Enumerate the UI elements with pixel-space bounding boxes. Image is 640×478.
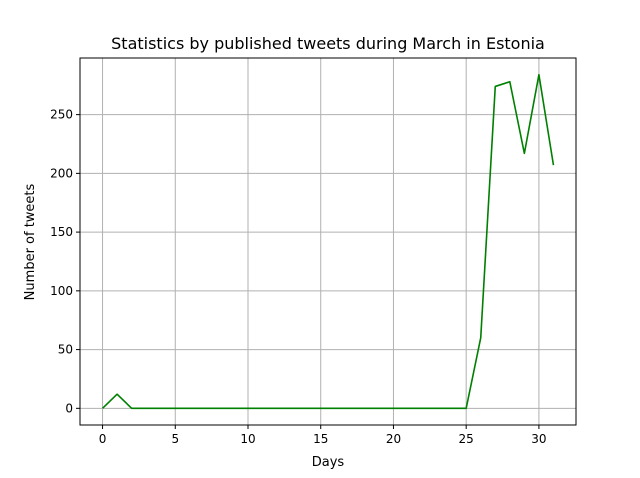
x-tick-label: 15 — [313, 432, 328, 446]
y-tick-label: 50 — [58, 343, 73, 357]
series-layer — [101, 73, 555, 410]
chart-title: Statistics by published tweets during Ma… — [111, 34, 545, 53]
x-tick-label: 20 — [386, 432, 401, 446]
x-tick-label: 0 — [99, 432, 107, 446]
y-tick-label: 150 — [50, 225, 73, 239]
x-axis-ticks: 0 5 10 15 20 25 30 — [99, 425, 547, 446]
x-tick-label: 10 — [240, 432, 255, 446]
y-tick-label: 200 — [50, 166, 73, 180]
x-tick-label: 5 — [171, 432, 179, 446]
plot-frame — [79, 57, 577, 426]
x-tick-label: 25 — [459, 432, 474, 446]
y-axis-label: Number of tweets — [23, 183, 38, 300]
y-tick-label: 100 — [50, 284, 73, 298]
series-line — [101, 73, 555, 410]
y-axis-ticks: 0 50 100 150 200 250 — [50, 108, 80, 415]
x-tick-label: 30 — [531, 432, 546, 446]
y-tick-label: 250 — [50, 108, 73, 122]
y-tick-label: 0 — [65, 401, 73, 415]
x-axis-label: Days — [312, 455, 345, 470]
